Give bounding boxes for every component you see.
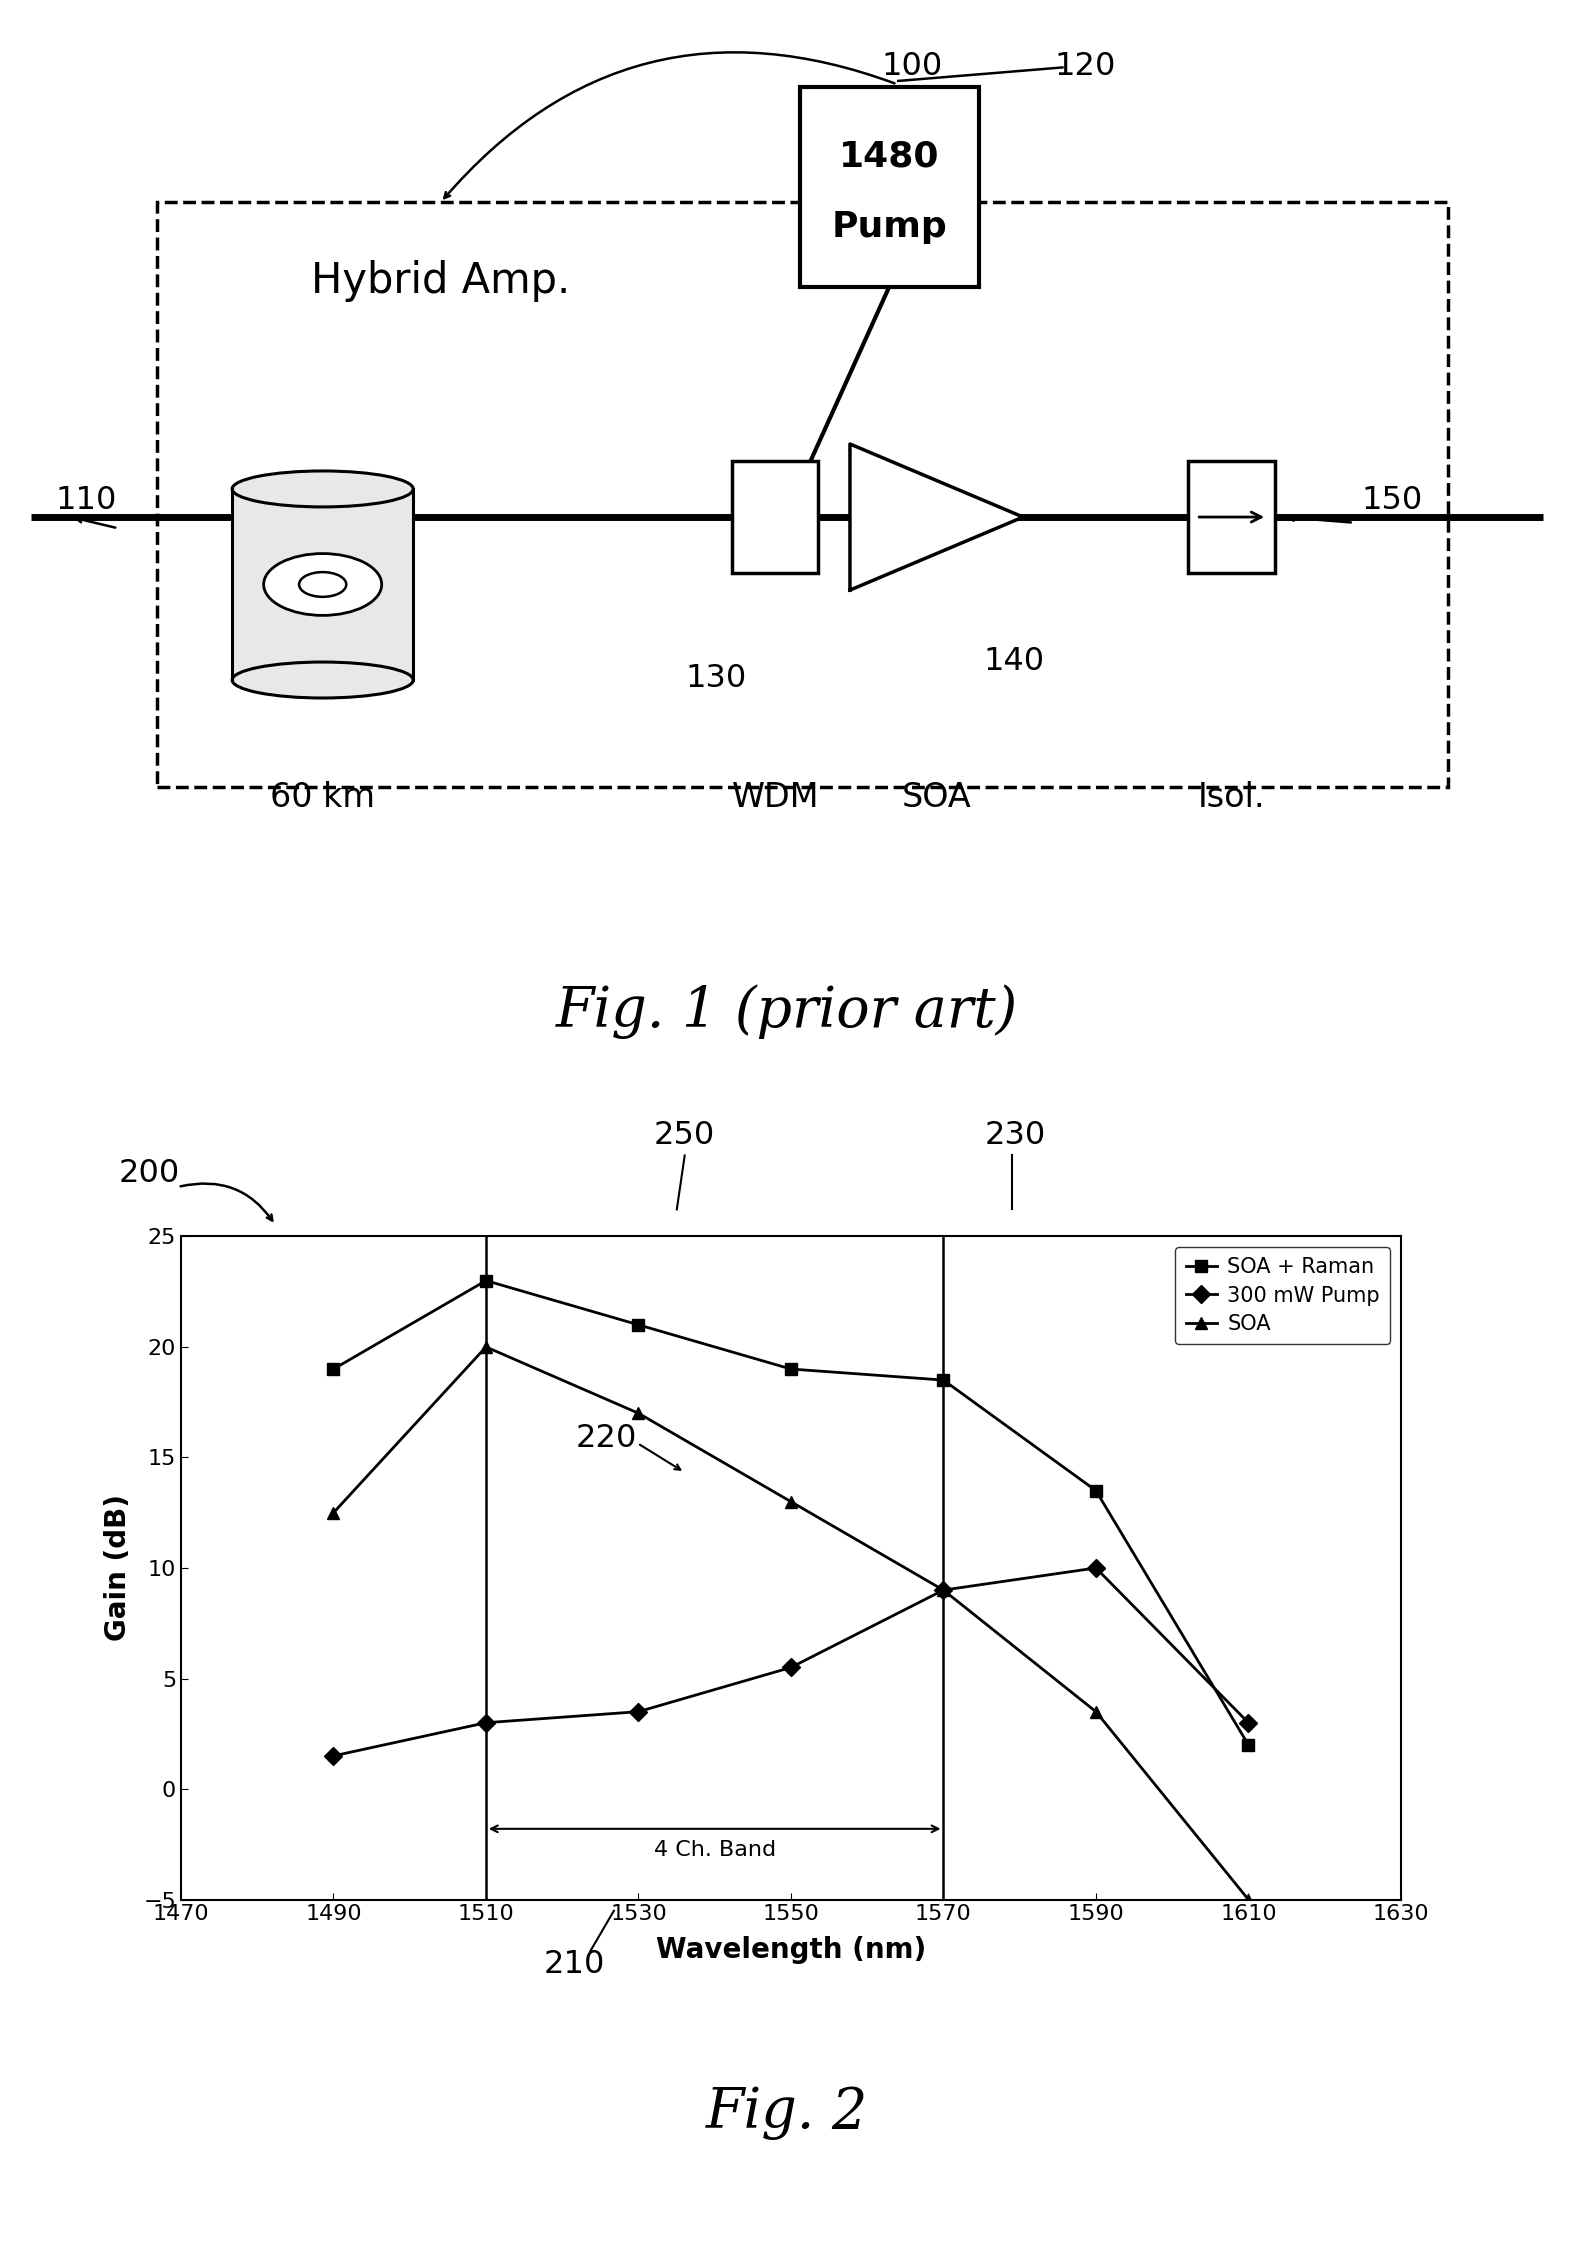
Text: Pump: Pump	[831, 209, 948, 243]
Text: 110: 110	[57, 486, 116, 515]
Text: WDM: WDM	[732, 782, 818, 814]
X-axis label: Wavelength (nm): Wavelength (nm)	[656, 1936, 926, 1963]
Text: 140: 140	[984, 647, 1045, 677]
SOA + Raman	[782, 1356, 801, 1383]
Ellipse shape	[263, 553, 381, 616]
Ellipse shape	[299, 573, 346, 598]
Ellipse shape	[233, 472, 412, 508]
Text: 4 Ch. Band: 4 Ch. Band	[653, 1839, 776, 1859]
SOA + Raman	[477, 1268, 496, 1295]
SOA + Raman	[630, 1311, 648, 1338]
Bar	[1188, 461, 1275, 573]
Bar	[157, 202, 1448, 787]
300 mW Pump	[324, 1742, 343, 1769]
300 mW Pump	[1239, 1708, 1258, 1735]
SOA	[933, 1576, 952, 1603]
Line: SOA + Raman: SOA + Raman	[327, 1275, 1254, 1751]
Text: 1480: 1480	[839, 139, 940, 173]
Bar	[233, 490, 412, 679]
Text: 130: 130	[686, 663, 746, 695]
SOA	[630, 1401, 648, 1427]
SOA	[477, 1333, 496, 1360]
Text: 250: 250	[655, 1120, 715, 1151]
Bar	[800, 85, 979, 285]
300 mW Pump	[477, 1708, 496, 1735]
300 mW Pump	[630, 1697, 648, 1724]
Text: 60 km: 60 km	[271, 782, 375, 814]
Line: SOA: SOA	[327, 1340, 1254, 1906]
Text: 210: 210	[545, 1949, 604, 1980]
SOA + Raman	[324, 1356, 343, 1383]
Y-axis label: Gain (dB): Gain (dB)	[104, 1495, 132, 1641]
Text: 220: 220	[576, 1423, 636, 1454]
SOA	[782, 1488, 801, 1515]
Text: Fig. 2: Fig. 2	[705, 2086, 869, 2140]
SOA + Raman	[1086, 1477, 1105, 1504]
Text: 230: 230	[985, 1120, 1045, 1151]
Text: SOA: SOA	[902, 782, 971, 814]
300 mW Pump	[933, 1576, 952, 1603]
Text: Fig. 1 (prior art): Fig. 1 (prior art)	[556, 985, 1018, 1039]
Polygon shape	[850, 445, 1023, 589]
Bar	[732, 461, 818, 573]
Text: Hybrid Amp.: Hybrid Amp.	[312, 261, 570, 301]
Line: 300 mW Pump: 300 mW Pump	[327, 1562, 1254, 1762]
Text: Isol.: Isol.	[1198, 782, 1265, 814]
Text: 150: 150	[1362, 486, 1423, 515]
300 mW Pump	[1086, 1556, 1105, 1583]
300 mW Pump	[782, 1655, 801, 1682]
Text: 120: 120	[1055, 49, 1116, 81]
SOA + Raman	[933, 1367, 952, 1394]
Ellipse shape	[233, 663, 412, 697]
SOA	[1086, 1697, 1105, 1724]
SOA	[1239, 1886, 1258, 1913]
Legend: SOA + Raman, 300 mW Pump, SOA: SOA + Raman, 300 mW Pump, SOA	[1176, 1248, 1390, 1344]
Text: 200: 200	[120, 1158, 179, 1189]
SOA	[324, 1499, 343, 1526]
SOA + Raman	[1239, 1731, 1258, 1758]
Text: 100: 100	[881, 49, 943, 81]
